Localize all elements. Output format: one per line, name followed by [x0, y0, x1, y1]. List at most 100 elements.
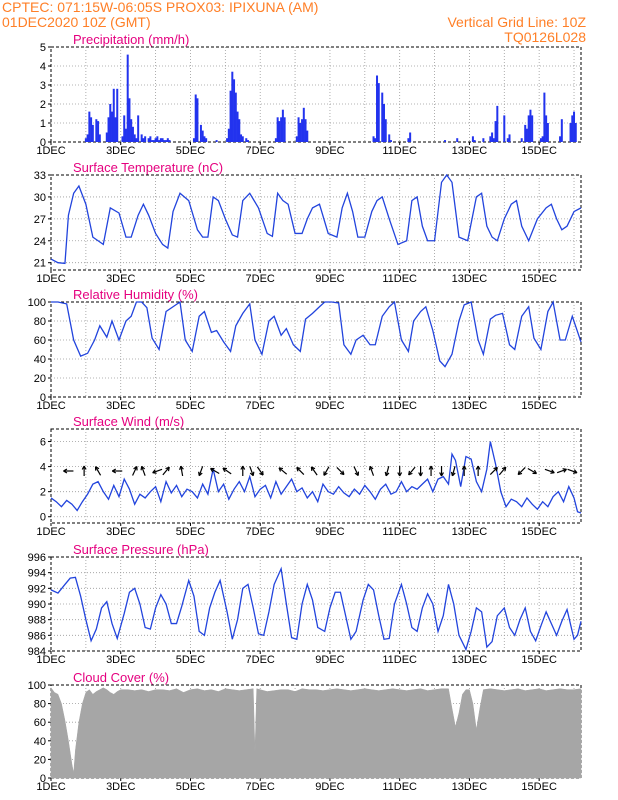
y-tick-label: 6 [40, 437, 46, 449]
y-tick-label: 990 [28, 599, 46, 611]
y-tick-label: 100 [28, 680, 46, 692]
precip-bar [201, 130, 204, 142]
precip-bar [241, 136, 244, 142]
y-tick-label: 60 [34, 717, 46, 729]
precip-bar [573, 111, 576, 142]
precip-bar [280, 117, 283, 142]
wind-arrow [418, 466, 424, 477]
precip-bar [525, 128, 528, 142]
precip-bar [90, 117, 93, 142]
precip-bar [229, 90, 232, 142]
x-tick-label: 7DEC [246, 273, 275, 285]
precip-bar [496, 105, 499, 142]
precip-bar [295, 136, 298, 142]
y-tick-label: 992 [28, 583, 46, 595]
x-tick-label: 5DEC [176, 781, 205, 793]
cloud-cover-area [50, 687, 582, 779]
precip-bar [166, 138, 169, 142]
precip-bar [109, 104, 112, 142]
precip-bar [409, 132, 412, 142]
precip-bar [388, 134, 391, 142]
wind-arrow [323, 466, 330, 476]
x-tick-label: 7DEC [246, 400, 275, 412]
precip-bar [131, 126, 134, 142]
precip-bar [306, 130, 309, 142]
wind-arrow [256, 466, 264, 476]
precip-bar [301, 119, 304, 142]
precip-bar [199, 124, 202, 142]
precip-bar [382, 104, 385, 142]
precip-bar [560, 119, 563, 142]
wind-arrow [296, 466, 305, 475]
precip-bar [130, 119, 133, 142]
panel-title: Cloud Cover (%) [73, 670, 169, 685]
x-tick-label: 1DEC [36, 654, 65, 666]
precip-bar [227, 128, 230, 142]
precip-bar [444, 140, 447, 142]
precip-bar [389, 140, 392, 142]
wind-arrow [397, 466, 403, 477]
y-tick-label: 994 [28, 568, 46, 580]
x-tick-label: 3DEC [106, 526, 135, 538]
precip-bar [114, 117, 117, 142]
station-info: CPTEC: 071:15W-06:05S PROX03: IPIXUNA (A… [2, 0, 319, 15]
y-tick-label: 0 [40, 512, 46, 524]
x-tick-label: 11DEC [382, 400, 417, 412]
chart-panel-6: 0 20 40 60 80 100 1DEC 3DEC 5DEC 7DEC 9DEC 11DEC 13D… [28, 670, 582, 793]
precip-bar [158, 140, 161, 142]
wind-arrow [140, 465, 146, 476]
precip-bar [574, 123, 577, 142]
precip-bar [140, 134, 143, 142]
chart-header: CPTEC: 071:15W-06:05S PROX03: IPIXUNA (A… [0, 0, 618, 46]
precip-bar [240, 134, 243, 142]
precip-bar [543, 92, 546, 142]
y-tick-label: 80 [34, 316, 46, 328]
precip-bar [299, 123, 302, 142]
x-tick-label: 9DEC [315, 145, 344, 157]
chart-panel-5: 984 986 988 990 992 994 996 1DEC 3DEC 5DEC 7DEC 9DE… [28, 542, 582, 666]
precip-bar [494, 121, 497, 142]
y-tick-label: 100 [28, 297, 46, 309]
precip-bar [152, 140, 155, 142]
precip-bar [571, 115, 574, 142]
precip-bar [111, 111, 114, 142]
precip-bar [473, 140, 476, 142]
y-tick-label: 4 [40, 462, 46, 474]
precip-bar [508, 134, 511, 142]
series-line [50, 173, 582, 265]
x-tick-label: 1DEC [36, 400, 65, 412]
wind-arrow [384, 466, 390, 477]
precip-bar [245, 138, 248, 142]
precip-bar [156, 136, 159, 142]
wind-arrow [240, 465, 246, 476]
precip-bar [161, 138, 164, 142]
y-tick-label: 3 [40, 80, 46, 92]
precip-bar [128, 98, 131, 142]
precip-bar [215, 140, 218, 142]
precip-bar [541, 136, 544, 142]
x-tick-label: 9DEC [315, 781, 344, 793]
wind-arrow [222, 467, 232, 475]
wind-arrow [310, 466, 318, 476]
precip-bar [98, 134, 101, 142]
precip-bar [112, 88, 115, 142]
precip-bar [231, 71, 234, 142]
precip-bar [91, 124, 94, 142]
wind-arrow [179, 465, 184, 477]
x-tick-label: 1DEC [36, 781, 65, 793]
x-tick-label: 9DEC [315, 526, 344, 538]
precip-bar [84, 138, 87, 142]
wind-arrow [556, 468, 567, 474]
precip-bar [569, 123, 572, 142]
precip-bar [527, 115, 530, 142]
chart-panel-3: 0 20 40 60 80 100 1DEC 3DEC 5DEC 7DEC 9DEC 11DEC 13D… [28, 287, 582, 412]
wind-arrow [94, 466, 102, 476]
x-tick-label: 13DEC [452, 781, 488, 793]
precip-bar [236, 111, 239, 142]
y-tick-label: 996 [28, 552, 46, 564]
x-tick-label: 1DEC [36, 526, 65, 538]
precip-bar [123, 115, 126, 142]
precip-bar [88, 111, 91, 142]
precip-bar [491, 132, 494, 142]
precip-bar [116, 88, 119, 142]
